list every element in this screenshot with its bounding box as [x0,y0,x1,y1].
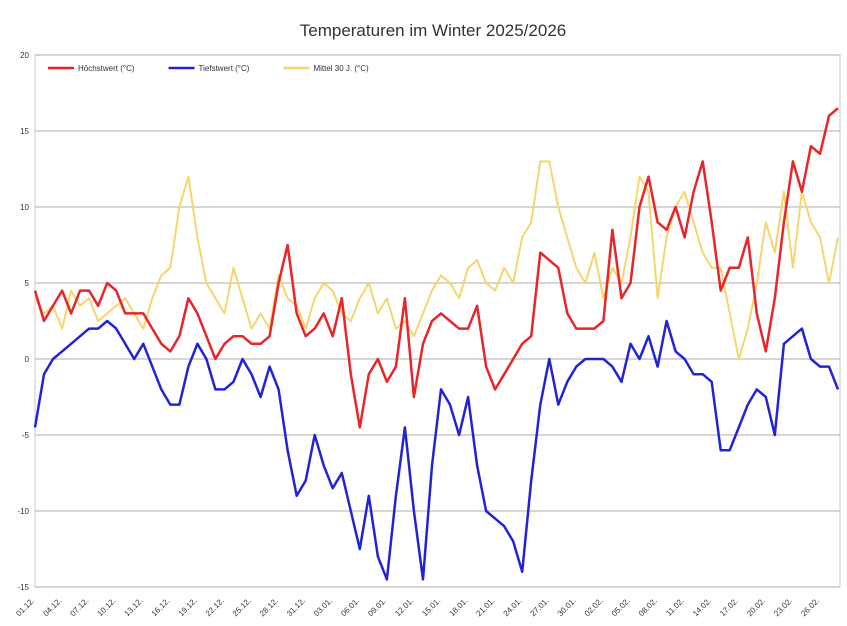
x-tick-label: 10.12. [96,596,118,618]
x-tick-label: 20.02. [745,596,767,618]
x-tick-label: 25.12. [231,596,253,618]
x-tick-label: 16.12. [150,596,172,618]
x-tick-label: 06.01. [339,596,361,618]
x-tick-label: 17.02. [718,596,740,618]
x-tick-label: 13.12. [123,596,145,618]
y-tick-label: 20 [20,51,29,60]
legend-label: Mittel 30 J. (°C) [313,64,369,73]
x-tick-label: 27.01. [529,596,551,618]
x-tick-label: 14.02. [691,596,713,618]
y-tick-label: 0 [25,355,30,364]
x-tick-label: 18.01. [447,596,469,618]
x-tick-label: 31.12. [285,596,307,618]
series-line [33,319,840,581]
legend-label: Höchstwert (°C) [78,64,135,73]
x-tick-label: 26.02. [799,596,821,618]
y-tick-label: -10 [17,507,29,516]
x-tick-label: 19.12. [177,596,199,618]
x-tick-label: 24.01. [502,596,524,618]
x-tick-label: 11.02. [664,596,686,618]
x-tick-label: 12.01. [393,596,415,618]
y-tick-label: 10 [20,203,29,212]
x-tick-label: 09.01. [366,596,388,618]
x-tick-label: 21.01. [474,596,496,618]
x-tick-label: 01.12. [14,596,36,618]
y-tick-label: -15 [17,583,29,592]
series-line [33,107,839,429]
x-tick-label: 08.02. [637,596,659,618]
x-tick-label: 15.01. [420,596,442,618]
chart-title: Temperaturen im Winter 2025/2026 [300,21,566,40]
x-tick-label: 30.01. [556,596,578,618]
x-tick-label: 23.02. [772,596,794,618]
y-tick-label: -5 [22,431,30,440]
x-tick-label: 04.12. [41,596,63,618]
x-tick-label: 02.02. [583,596,605,618]
series-line [34,160,839,360]
x-tick-label: 03.01. [312,596,334,618]
x-tick-label: 05.02. [610,596,632,618]
x-tick-label: 07.12. [68,596,90,618]
x-tick-label: 28.12. [258,596,280,618]
plot-area [34,54,841,588]
y-tick-label: 5 [25,279,30,288]
x-tick-label: 22.12. [204,596,226,618]
legend-label: Tiefstwert (°C) [199,64,250,73]
y-tick-label: 15 [20,127,29,136]
